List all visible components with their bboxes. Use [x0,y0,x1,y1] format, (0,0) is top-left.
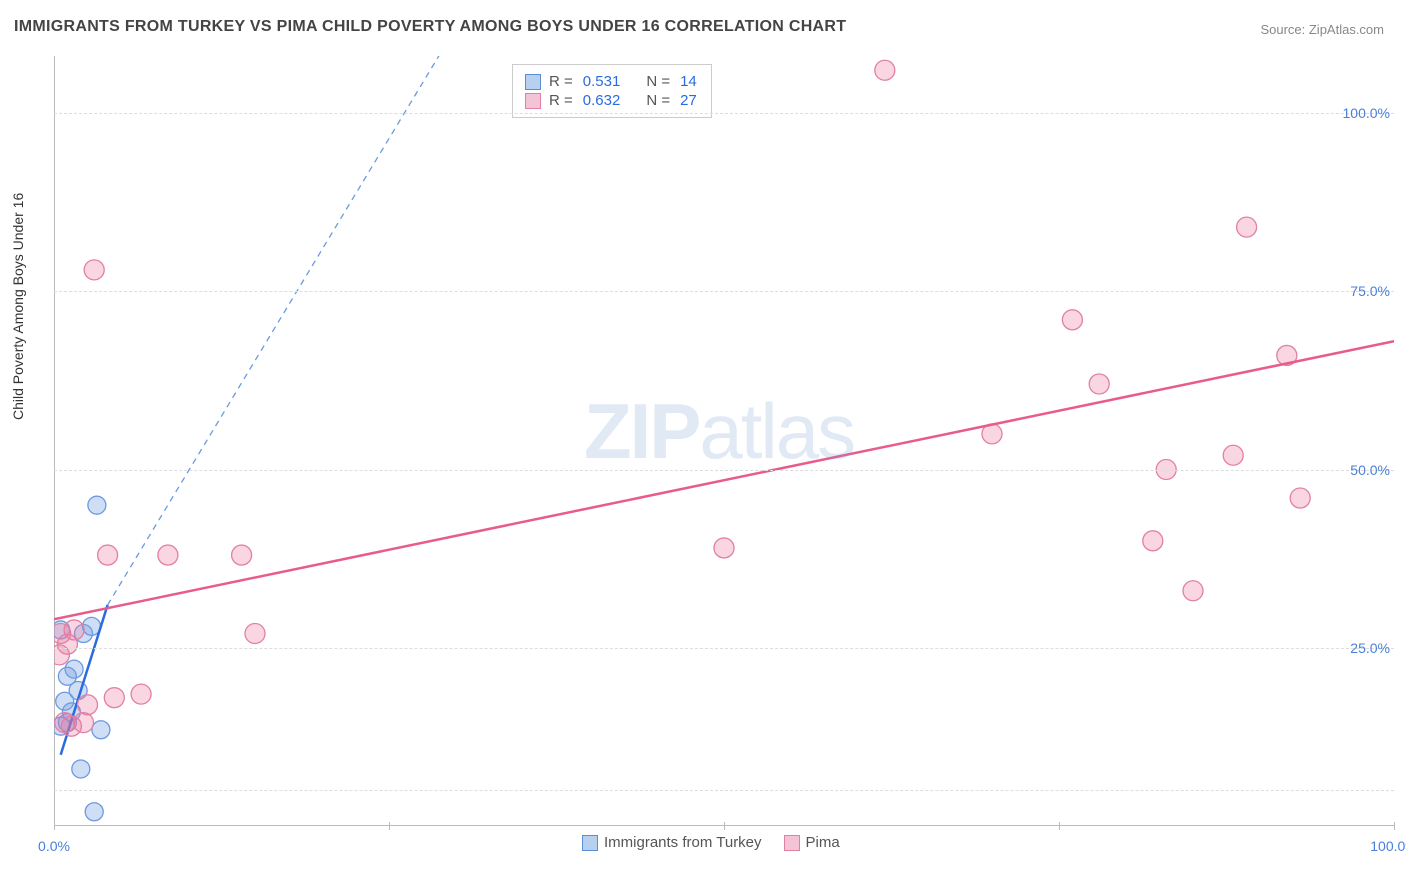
legend-row: R = 0.531 N = 14 [525,73,699,90]
source-attribution: Source: ZipAtlas.com [1260,22,1384,37]
grid-line [54,291,1394,292]
data-point [72,760,90,778]
legend-n-label: N = [646,92,670,109]
legend-swatch [525,93,541,109]
y-tick-label: 50.0% [1350,462,1390,478]
data-point [1089,374,1109,394]
legend-swatch [582,835,598,851]
x-tick-label: 100.0% [1370,838,1406,854]
source-site: ZipAtlas.com [1309,22,1384,37]
data-point [84,260,104,280]
data-point [73,713,93,733]
x-tick-label: 0.0% [38,838,70,854]
data-point [232,545,252,565]
legend-n-label: N = [646,73,670,90]
x-tick-mark [1059,822,1060,830]
data-point [58,667,76,685]
data-point [1237,217,1257,237]
data-point [1062,310,1082,330]
data-point [64,620,84,640]
legend-item: Immigrants from Turkey [582,834,762,851]
data-point [1290,488,1310,508]
series-legend: Immigrants from Turkey Pima [582,834,840,851]
y-axis-label: Child Poverty Among Boys Under 16 [10,193,26,420]
scatter-svg [54,56,1394,826]
legend-r-value: 0.632 [581,92,623,109]
grid-line [54,648,1394,649]
legend-r-label: R = [549,73,573,90]
grid-line [54,470,1394,471]
y-tick-label: 100.0% [1343,105,1390,121]
trend-line-dashed [108,56,456,605]
x-tick-mark [389,822,390,830]
data-point [131,684,151,704]
y-tick-label: 25.0% [1350,640,1390,656]
data-point [85,803,103,821]
legend-r-value: 0.531 [581,73,623,90]
trend-line [54,341,1394,619]
legend-row: R = 0.632 N = 27 [525,92,699,109]
correlation-legend: R = 0.531 N = 14 R = 0.632 N = 27 [512,64,712,118]
x-tick-mark [724,822,725,830]
grid-line [54,113,1394,114]
chart-plot-area: ZIPatlas R =0.531N =14R =0.632N =27 Immi… [54,56,1394,826]
legend-r-label: R = [549,92,573,109]
legend-swatch [784,835,800,851]
data-point [1223,445,1243,465]
data-point [98,545,118,565]
source-prefix: Source: [1260,22,1308,37]
data-point [92,721,110,739]
data-point [88,496,106,514]
data-point [714,538,734,558]
chart-title: IMMIGRANTS FROM TURKEY VS PIMA CHILD POV… [14,18,846,36]
x-tick-mark [1394,822,1395,830]
legend-n-value: 14 [678,73,699,90]
data-point [104,688,124,708]
data-point [1183,581,1203,601]
grid-line [54,790,1394,791]
legend-series-name: Pima [806,834,840,851]
data-point [1143,531,1163,551]
legend-item: Pima [784,834,840,851]
y-tick-label: 75.0% [1350,283,1390,299]
data-point [875,60,895,80]
legend-series-name: Immigrants from Turkey [604,834,762,851]
data-point [245,624,265,644]
data-point [78,695,98,715]
legend-n-value: 27 [678,92,699,109]
data-point [158,545,178,565]
x-tick-mark [54,822,55,830]
legend-swatch [525,74,541,90]
